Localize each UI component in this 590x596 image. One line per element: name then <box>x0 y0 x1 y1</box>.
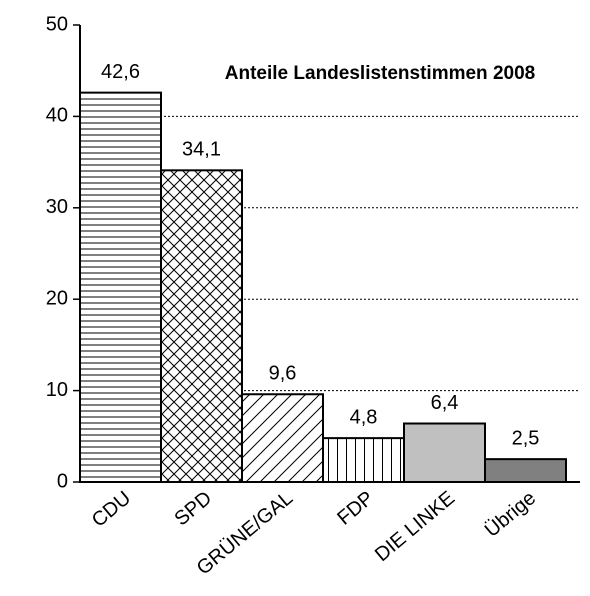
bar <box>403 422 486 483</box>
x-tick-label: SPD <box>170 487 216 530</box>
value-label: 42,6 <box>101 61 140 83</box>
value-label: 6,4 <box>431 392 459 414</box>
bar <box>484 458 567 483</box>
value-label: 34,1 <box>182 139 221 161</box>
y-tick-label: 0 <box>57 470 68 492</box>
bar <box>160 169 243 484</box>
y-tick-label: 50 <box>46 13 68 35</box>
y-tick-label: 30 <box>46 196 68 218</box>
x-tick-label: DIE LINKE <box>371 487 459 566</box>
x-tick-label: CDU <box>88 487 135 532</box>
value-label: 4,8 <box>350 406 378 428</box>
bar <box>79 91 162 484</box>
chart-title: Anteile Landeslistenstimmen 2008 <box>225 63 535 84</box>
y-tick-label: 40 <box>46 105 68 127</box>
y-tick-label: 10 <box>46 379 68 401</box>
y-tick-label: 20 <box>46 287 68 309</box>
bar <box>241 393 324 484</box>
value-label: 2,5 <box>512 427 540 449</box>
value-label: 9,6 <box>269 363 297 385</box>
bar <box>322 437 405 483</box>
x-tick-label: FDP <box>333 487 378 530</box>
x-tick-label: Übrige <box>481 487 540 542</box>
